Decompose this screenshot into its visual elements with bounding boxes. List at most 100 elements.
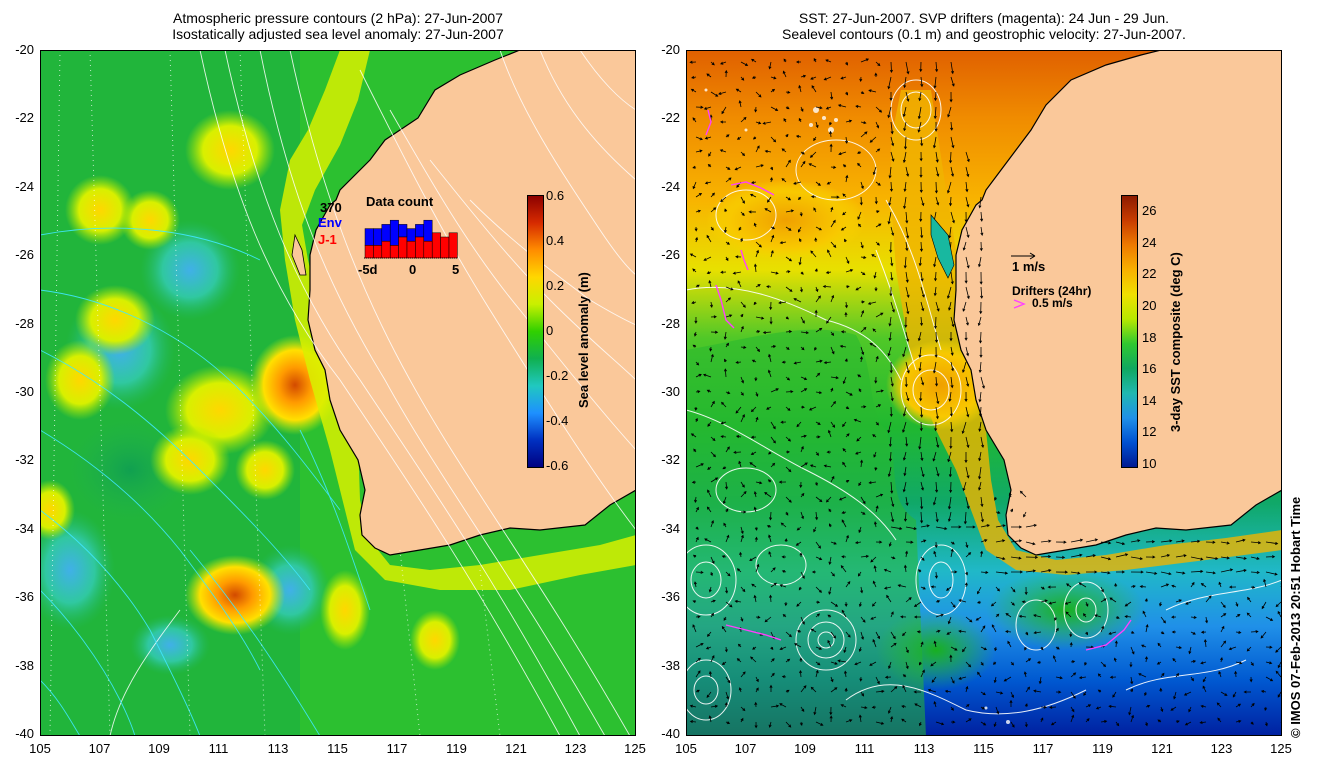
velocity-arrow bbox=[935, 151, 939, 163]
velocity-arrow bbox=[722, 496, 727, 505]
drifter-legend-symbol bbox=[1013, 299, 1026, 309]
velocity-arrow bbox=[966, 525, 976, 529]
velocity-arrow bbox=[1085, 554, 1097, 558]
velocity-arrow bbox=[1040, 586, 1045, 590]
velocity-arrow bbox=[919, 211, 923, 223]
velocity-arrow bbox=[976, 600, 982, 604]
velocity-arrow bbox=[842, 376, 847, 385]
velocity-arrow bbox=[1069, 641, 1073, 648]
velocity-arrow bbox=[785, 689, 790, 693]
velocity-arrow bbox=[830, 541, 837, 545]
left-lat-tick-label: -26 bbox=[15, 247, 34, 263]
velocity-arrow bbox=[919, 316, 924, 327]
velocity-arrow bbox=[860, 631, 864, 640]
velocity-arrow bbox=[890, 271, 894, 281]
velocity-arrow bbox=[965, 151, 970, 163]
velocity-arrow bbox=[799, 669, 803, 678]
velocity-arrow bbox=[800, 511, 804, 520]
velocity-arrow bbox=[949, 406, 953, 417]
velocity-arrow bbox=[1055, 627, 1059, 633]
velocity-arrow bbox=[1038, 676, 1042, 685]
velocity-arrow bbox=[693, 581, 697, 588]
right-title-line-2: Sealevel contours (0.1 m) and geostrophi… bbox=[782, 26, 1186, 42]
velocity-arrow bbox=[888, 196, 892, 207]
velocity-arrow bbox=[965, 718, 972, 723]
velocity-arrow bbox=[903, 256, 907, 269]
velocity-arrow bbox=[874, 196, 878, 205]
velocity-arrow bbox=[1085, 538, 1099, 543]
velocity-arrow bbox=[1128, 706, 1132, 716]
velocity-arrow bbox=[762, 121, 772, 125]
velocity-arrow bbox=[1011, 525, 1023, 529]
velocity-arrow bbox=[695, 105, 704, 109]
velocity-arrow bbox=[1188, 646, 1192, 655]
velocity-arrow bbox=[1114, 640, 1118, 648]
velocity-arrow bbox=[931, 676, 937, 683]
velocity-arrow bbox=[920, 76, 924, 88]
velocity-arrow bbox=[724, 646, 728, 653]
left-map-title: Atmospheric pressure contours (2 hPa): 2… bbox=[40, 10, 636, 42]
velocity-arrow bbox=[785, 106, 790, 110]
velocity-arrow bbox=[980, 706, 986, 710]
velocity-arrow bbox=[785, 209, 795, 213]
velocity-arrow bbox=[995, 524, 1006, 528]
velocity-arrow bbox=[740, 414, 745, 423]
velocity-arrow bbox=[1235, 556, 1247, 560]
velocity-arrow bbox=[904, 316, 908, 329]
velocity-arrow bbox=[815, 496, 823, 503]
velocity-arrow bbox=[781, 555, 787, 559]
velocity-arrow bbox=[902, 106, 907, 118]
velocity-arrow bbox=[1235, 661, 1243, 665]
velocity-arrow bbox=[750, 58, 757, 63]
velocity-arrow bbox=[858, 646, 862, 652]
velocity-arrow bbox=[890, 556, 896, 560]
velocity-arrow bbox=[749, 462, 757, 468]
velocity-arrow bbox=[905, 271, 909, 283]
velocity-arrow bbox=[860, 326, 867, 333]
velocity-arrow bbox=[965, 376, 970, 387]
velocity-arrow bbox=[753, 263, 757, 273]
velocity-arrow bbox=[783, 58, 787, 63]
velocity-arrow bbox=[978, 391, 982, 403]
velocity-arrow bbox=[795, 134, 802, 138]
velocity-arrow bbox=[830, 676, 834, 683]
velocity-arrow bbox=[888, 166, 892, 179]
histogram-bar-j1 bbox=[406, 240, 416, 259]
velocity-arrow bbox=[754, 526, 758, 531]
velocity-arrow bbox=[890, 391, 894, 402]
velocity-arrow bbox=[724, 69, 728, 78]
velocity-arrow bbox=[815, 721, 824, 726]
velocity-arrow bbox=[1160, 672, 1165, 678]
velocity-arrow bbox=[840, 76, 847, 80]
velocity-arrow bbox=[815, 295, 821, 303]
velocity-arrow bbox=[935, 301, 940, 312]
velocity-arrow bbox=[873, 565, 877, 573]
velocity-arrow bbox=[815, 661, 821, 666]
velocity-arrow bbox=[755, 91, 762, 98]
velocity-arrow bbox=[800, 106, 804, 112]
velocity-arrow bbox=[980, 691, 986, 696]
velocity-arrow bbox=[782, 614, 787, 618]
velocity-arrow bbox=[755, 563, 760, 573]
left-lon-tick-label: 105 bbox=[29, 741, 51, 756]
velocity-arrow bbox=[1199, 720, 1207, 725]
velocity-arrow bbox=[1200, 582, 1207, 588]
velocity-arrow bbox=[826, 181, 832, 185]
velocity-arrow bbox=[841, 519, 847, 528]
velocity-arrow bbox=[721, 625, 727, 633]
velocity-arrow bbox=[1033, 631, 1042, 635]
velocity-arrow bbox=[958, 629, 967, 633]
velocity-arrow bbox=[1040, 705, 1048, 709]
velocity-arrow bbox=[1160, 554, 1171, 558]
velocity-arrow bbox=[762, 330, 772, 335]
velocity-arrow bbox=[721, 661, 727, 665]
velocity-arrow bbox=[692, 268, 697, 273]
velocity-arrow bbox=[767, 196, 772, 203]
velocity-arrow bbox=[785, 466, 792, 473]
velocity-arrow bbox=[785, 436, 792, 442]
right-lat-tick-label: -26 bbox=[661, 247, 680, 263]
velocity-arrow bbox=[755, 284, 761, 288]
velocity-arrow bbox=[689, 704, 697, 708]
velocity-arrow bbox=[904, 376, 908, 388]
velocity-arrow bbox=[1100, 661, 1107, 668]
